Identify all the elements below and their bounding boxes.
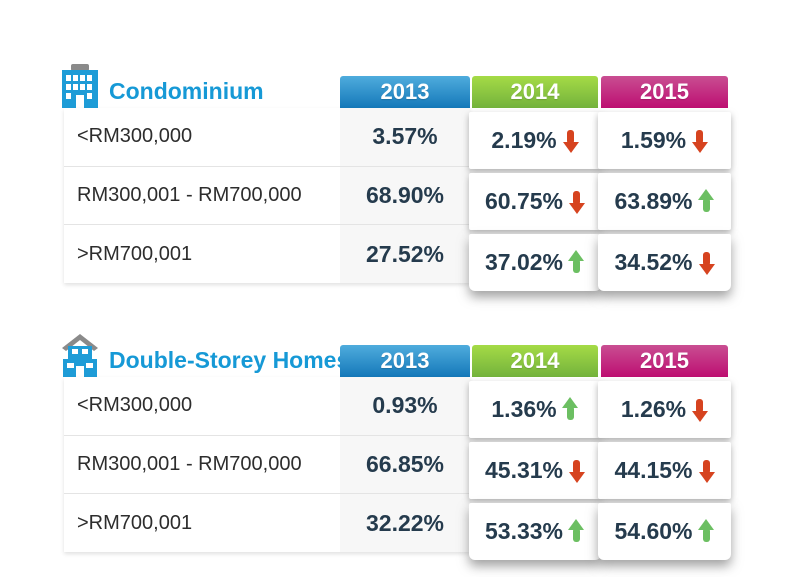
value-2013: 3.57% — [340, 108, 470, 166]
value-cell: 1.36% — [469, 381, 601, 438]
value-cell: 54.60% — [598, 503, 731, 560]
trend-arrow-icon — [561, 397, 579, 421]
year-header-2014: 2014 — [472, 76, 598, 108]
value-cell: 37.02% — [469, 234, 601, 291]
price-range-label: >RM700,001 — [77, 511, 193, 534]
table-title: Double-Storey Homes — [109, 347, 350, 373]
trend-arrow-icon — [698, 459, 715, 482]
table-row: >RM700,001 27.52% — [64, 225, 470, 284]
year-card-2015: 2015 1.59% 63.89% 34.52% — [598, 76, 731, 291]
year-header-2014: 2014 — [472, 345, 598, 377]
value-cell: 63.89% — [598, 173, 731, 230]
year-header-2015: 2015 — [601, 76, 728, 108]
price-range-label: RM300,001 - RM700,000 — [77, 184, 302, 206]
double-storey-homes-section: Double-Storey Homes 2013 <RM300,000 0.93… — [0, 334, 800, 560]
trend-arrow-icon — [568, 250, 585, 274]
condominium-section: Condominium 2013 <RM300,000 3.57% RM300,… — [0, 64, 800, 291]
value-2014: 60.75% — [484, 188, 563, 214]
value-2015: 63.89% — [614, 188, 693, 214]
value-2015: 1.59% — [620, 127, 687, 153]
year-header-2013: 2013 — [340, 345, 470, 377]
trend-arrow-icon — [691, 398, 708, 421]
trend-arrow-icon — [697, 519, 715, 543]
condominium-data-panel: <RM300,000 3.57% RM300,001 - RM700,000 6… — [64, 108, 470, 284]
trend-arrow-icon — [697, 189, 715, 213]
table-row: >RM700,001 32.22% — [64, 494, 470, 553]
value-2013: 66.85% — [340, 435, 470, 494]
value-2014: 2.19% — [491, 127, 557, 153]
value-2015: 34.52% — [614, 249, 693, 275]
year-card-2015: 2015 1.26% 44.15% 54.60% — [598, 345, 731, 560]
value-cell: 1.59% — [598, 112, 731, 169]
trend-arrow-icon — [568, 459, 585, 482]
value-cell: 53.33% — [469, 503, 601, 560]
year-header-2013: 2013 — [340, 76, 470, 108]
value-cell: 2.19% — [469, 112, 601, 169]
value-2013: 68.90% — [340, 166, 470, 225]
value-2014: 37.02% — [484, 249, 563, 275]
double-storey-data-panel: <RM300,000 0.93% RM300,001 - RM700,000 6… — [64, 377, 470, 553]
price-range-label: <RM300,000 — [77, 394, 193, 417]
table-title: Condominium — [109, 78, 264, 104]
double-storey-title-row: Double-Storey Homes — [60, 333, 349, 377]
price-range-label: >RM700,001 — [77, 242, 193, 265]
value-cell: 45.31% — [469, 442, 601, 499]
double-storey-home-icon — [60, 333, 100, 377]
year-card-2014: 2014 2.19% 60.75% 37.02% — [469, 76, 601, 291]
trend-arrow-icon — [691, 129, 708, 152]
condominium-icon — [60, 64, 100, 108]
value-2015: 1.26% — [620, 396, 687, 422]
value-2014: 45.31% — [484, 457, 563, 483]
value-2013: 27.52% — [340, 225, 470, 284]
table-row: RM300,001 - RM700,000 66.85% — [64, 435, 470, 495]
value-2015: 54.60% — [614, 518, 693, 544]
value-2013: 32.22% — [340, 494, 470, 553]
trend-arrow-icon — [698, 251, 715, 274]
value-2014: 1.36% — [491, 396, 557, 422]
value-cell: 34.52% — [598, 234, 731, 291]
trend-arrow-icon — [568, 190, 585, 213]
condominium-title-row: Condominium — [60, 64, 264, 108]
value-2014: 53.33% — [484, 518, 563, 544]
value-cell: 60.75% — [469, 173, 601, 230]
trend-arrow-icon — [568, 519, 585, 543]
table-row: <RM300,000 0.93% — [64, 377, 470, 436]
value-cell: 1.26% — [598, 381, 731, 438]
value-2013: 0.93% — [340, 377, 470, 435]
price-range-label: RM300,001 - RM700,000 — [77, 453, 302, 475]
year-card-2014: 2014 1.36% 45.31% 53.33% — [469, 345, 601, 560]
price-range-label: <RM300,000 — [77, 125, 193, 148]
table-row: <RM300,000 3.57% — [64, 108, 470, 167]
value-cell: 44.15% — [598, 442, 731, 499]
year-header-2015: 2015 — [601, 345, 728, 377]
table-row: RM300,001 - RM700,000 68.90% — [64, 166, 470, 226]
value-2015: 44.15% — [614, 457, 693, 483]
trend-arrow-icon — [562, 129, 579, 152]
